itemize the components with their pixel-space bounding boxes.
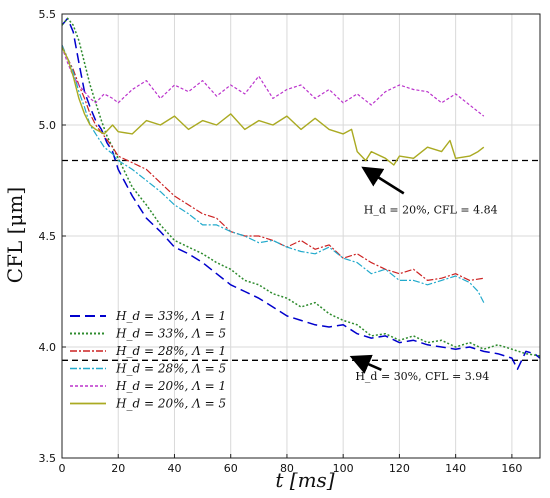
- y-tick-label: 4.5: [39, 230, 57, 243]
- series-line-2: [61, 17, 541, 357]
- legend-label-3: H_d = 28%, Λ = 1: [115, 344, 226, 358]
- x-axis-label-text: t [ms]: [275, 468, 334, 492]
- x-axis-label: t [ms]: [275, 468, 334, 492]
- x-tick-label: 140: [445, 462, 466, 475]
- axis-ticks: 0 20 40 60 80 100 120 140 160 3.5 4.0 4.5 5.0 5.5: [39, 8, 523, 475]
- series-line-6: [61, 46, 485, 166]
- x-tick-label: 120: [389, 462, 410, 475]
- legend-label-2: H_d = 33%, Λ = 5: [115, 327, 226, 341]
- x-tick-label: 100: [333, 462, 354, 475]
- y-tick-label: 5.5: [39, 8, 57, 21]
- series-line-1: [61, 17, 541, 370]
- legend-label-1: H_d = 33%, Λ = 1: [115, 309, 226, 323]
- x-tick-label: 0: [59, 462, 66, 475]
- y-tick-label: 4.0: [39, 341, 57, 354]
- x-tick-label: 160: [501, 462, 522, 475]
- series-line-3: [61, 44, 484, 281]
- series-line-4: [61, 44, 485, 303]
- x-tick-label: 60: [224, 462, 238, 475]
- y-tick-label: 5.0: [39, 119, 57, 132]
- y-axis-label-text: CFL [μm]: [3, 187, 27, 283]
- x-tick-label: 80: [280, 462, 294, 475]
- y-axis-label: CFL [μm]: [3, 187, 27, 283]
- y-tick-label: 3.5: [39, 452, 57, 465]
- annotation-arrow: [361, 166, 405, 195]
- annotation-label: H_d = 20%, CFL = 4.84: [364, 203, 498, 216]
- legend-label-6: H_d = 20%, Λ = 5: [115, 397, 226, 411]
- legend: H_d = 33%, Λ = 1 H_d = 33%, Λ = 5 H_d = 28…: [70, 309, 226, 411]
- annotations: H_d = 20%, CFL = 4.84 H_d = 30%, CFL = 3.…: [349, 166, 498, 383]
- series-lines: [61, 17, 541, 370]
- legend-label-4: H_d = 28%, Λ = 5: [115, 362, 226, 376]
- annotation-arrow: [349, 354, 382, 374]
- annotation-label: H_d = 30%, CFL = 3.94: [355, 370, 489, 383]
- x-tick-label: 20: [111, 462, 125, 475]
- series-line-5: [61, 47, 485, 117]
- x-tick-label: 40: [167, 462, 181, 475]
- legend-label-5: H_d = 20%, Λ = 1: [115, 379, 226, 393]
